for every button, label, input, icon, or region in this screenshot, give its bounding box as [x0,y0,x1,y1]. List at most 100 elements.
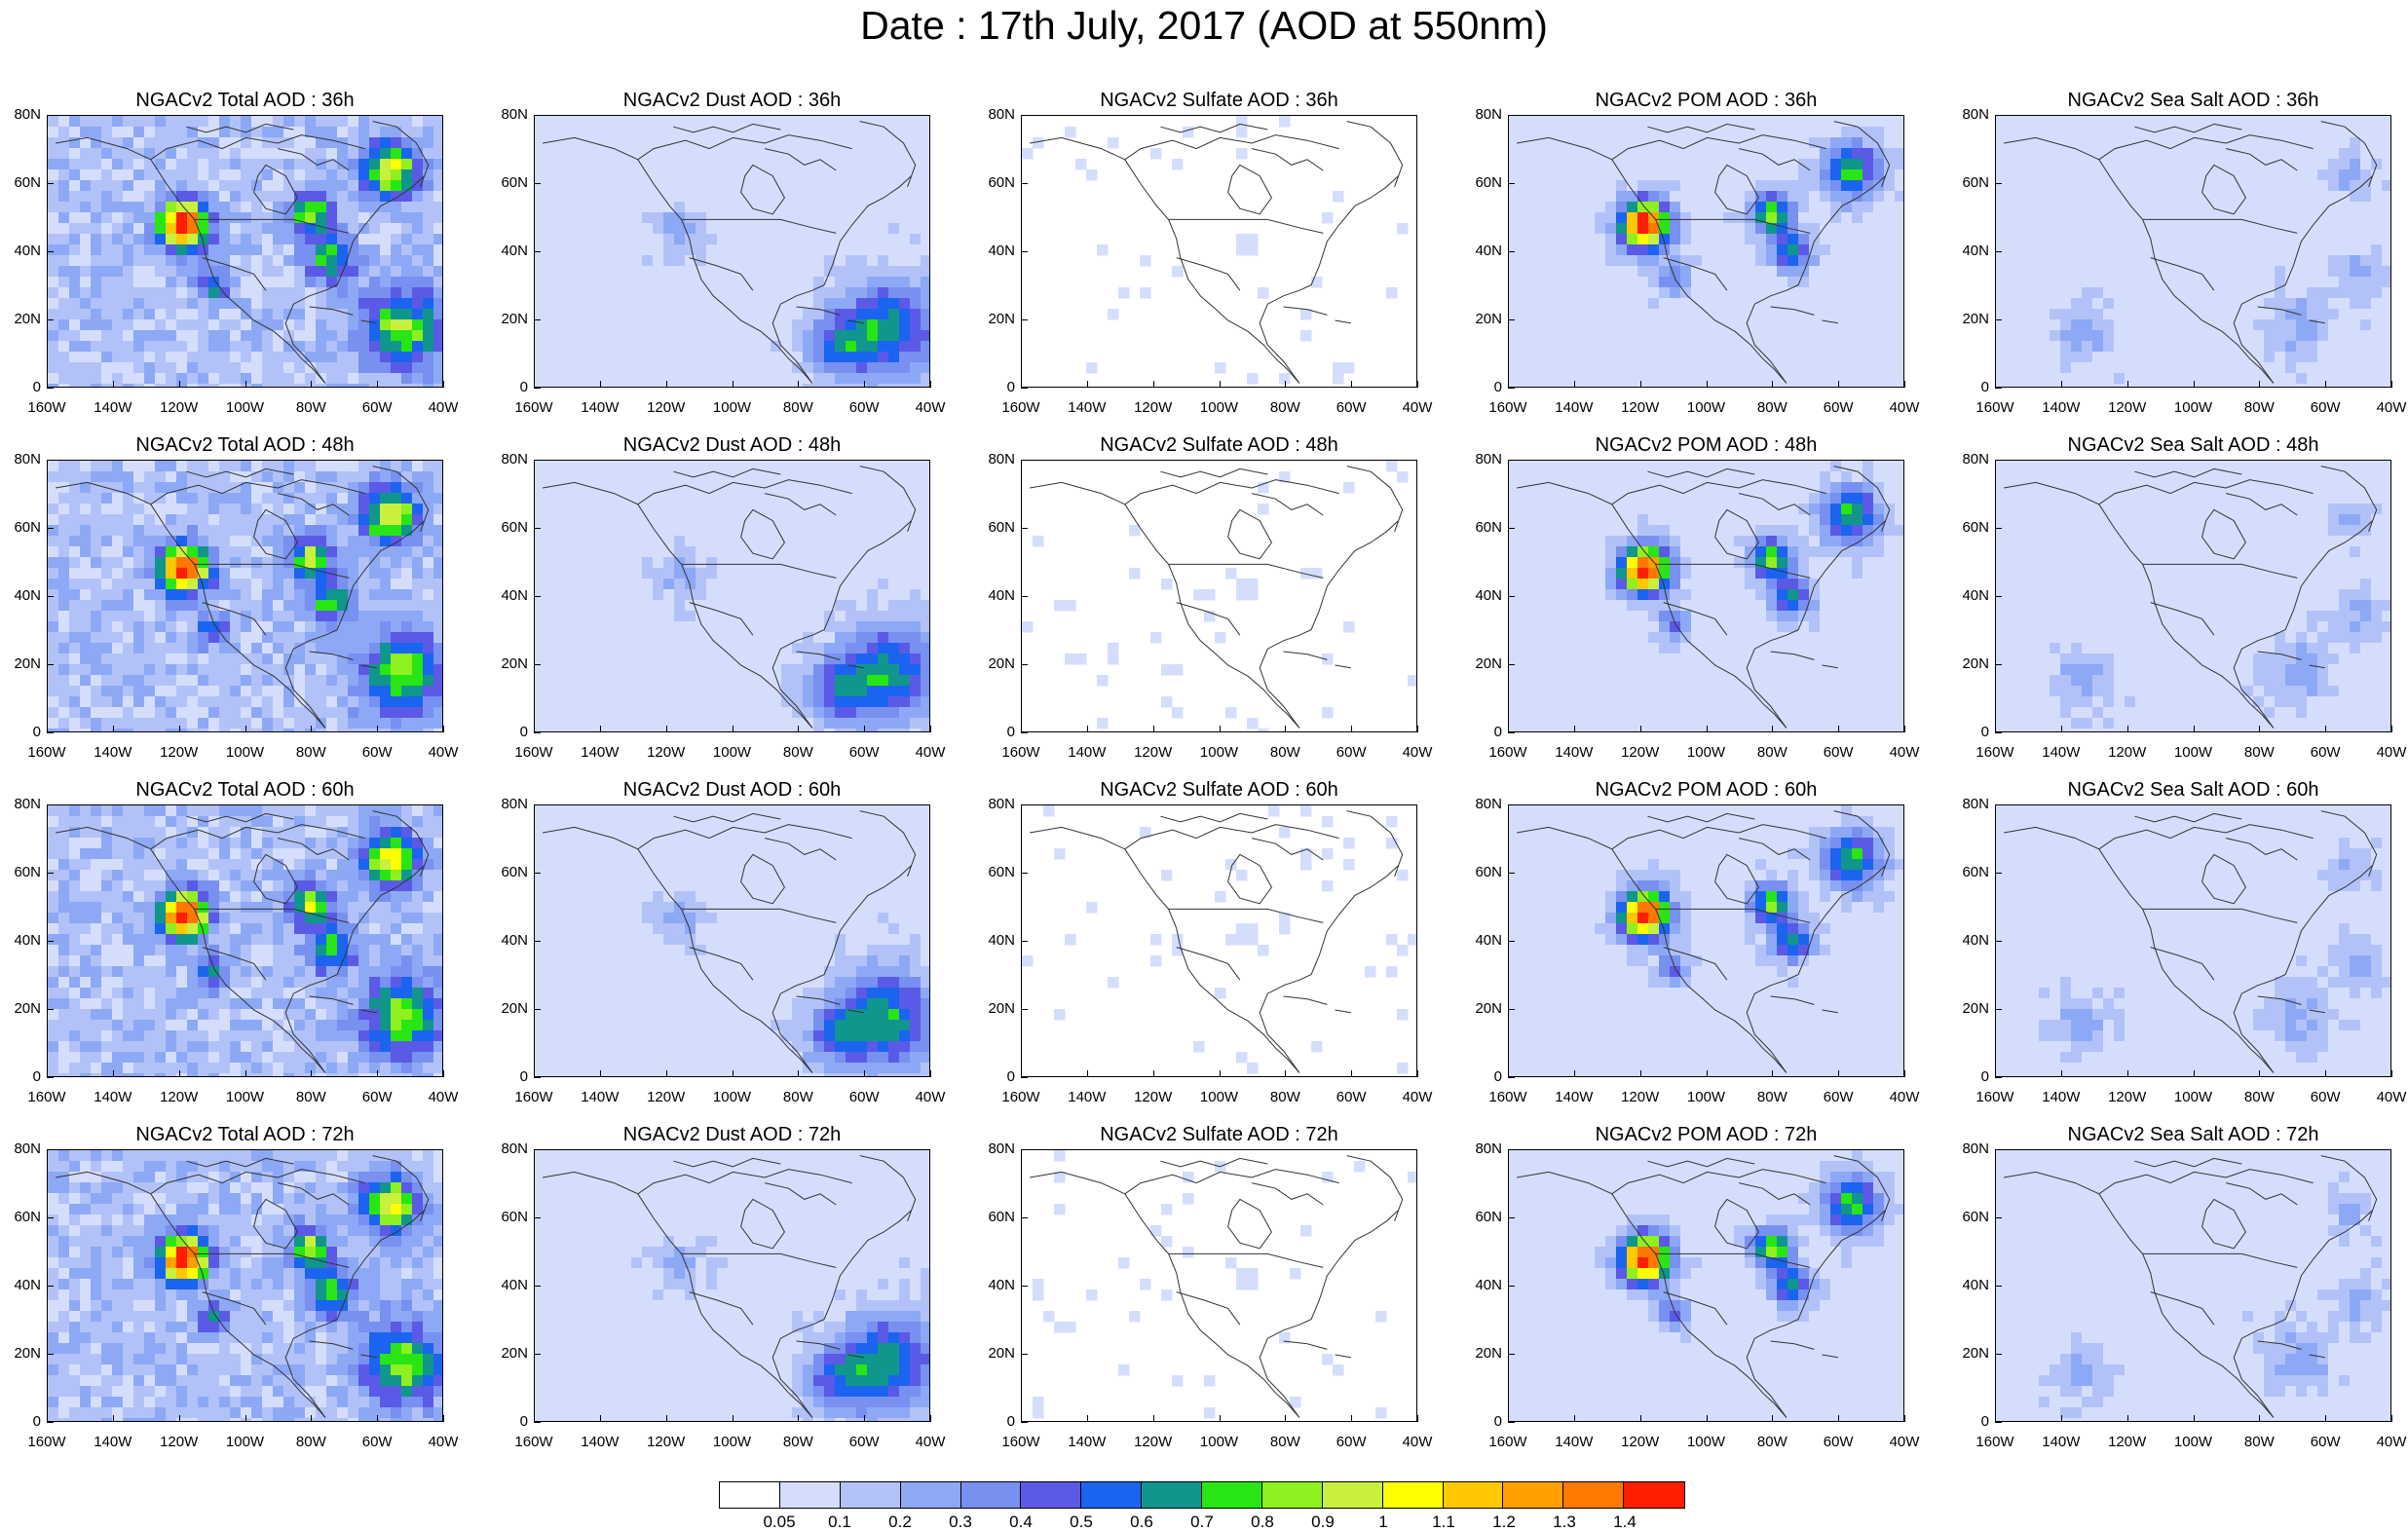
lon-label: 160W [505,399,563,416]
colorbar-label: 0.4 [992,1513,1050,1532]
lat-label: 0 [1463,379,1502,395]
lat-label: 40N [489,587,528,604]
lon-label: 160W [1479,1434,1537,1450]
lon-label: 60W [2296,1434,2354,1450]
lat-label: 40N [1950,243,1989,259]
lon-label: 120W [2098,1434,2157,1450]
lon-tick [311,1070,312,1077]
panel-title: NGACv2 Total AOD : 36h [47,90,443,112]
lon-tick [930,381,931,388]
aod-map [1021,1149,1417,1422]
aod-field [48,116,443,388]
lon-label: 160W [18,744,76,761]
lon-label: 40W [414,399,472,416]
aod-field [48,805,443,1077]
lon-label: 60W [2296,744,2354,761]
lon-tick [1508,1415,1509,1422]
lon-tick [1640,1070,1641,1077]
lon-label: 120W [637,1089,696,1105]
lon-tick [1021,726,1022,732]
lat-tick [1508,183,1515,184]
lon-tick [1285,1070,1286,1077]
lat-label: 20N [2,1345,41,1362]
aod-field [1022,805,1417,1077]
panel-title: NGACv2 Total AOD : 60h [47,779,443,802]
lat-label: 0 [976,1413,1015,1430]
lon-label: 100W [216,399,275,416]
lat-label: 20N [1950,1000,1989,1017]
lon-label: 140W [571,744,629,761]
lon-tick [1021,381,1022,388]
lon-label: 40W [1875,1434,1934,1450]
aod-shading [1996,1150,2391,1422]
lat-label: 0 [1950,1068,1989,1085]
lon-tick [1285,381,1286,388]
lon-label: 140W [2032,399,2090,416]
lon-label: 60W [1809,399,1867,416]
lon-label: 100W [2164,1434,2223,1450]
aod-field [1996,1150,2391,1422]
lat-tick [1508,1077,1515,1078]
lon-tick [1707,1070,1708,1077]
lon-label: 140W [84,1434,142,1450]
lat-tick [1021,804,1028,805]
lat-tick [534,732,541,733]
lon-label: 100W [2164,744,2223,761]
lon-label: 100W [1677,399,1736,416]
lat-label: 60N [1950,519,1989,536]
colorbar-swatch [1563,1482,1624,1508]
lat-tick [534,941,541,942]
lon-tick [2061,1070,2062,1077]
page-title: Date : 17th July, 2017 (AOD at 550nm) [0,2,2408,49]
lat-tick [1508,1422,1515,1423]
lat-tick [534,1077,541,1078]
lon-label: 80W [1256,1434,1314,1450]
aod-shading [1996,805,2391,1077]
lat-label: 40N [1950,1277,1989,1293]
panel-title: NGACv2 Sulfate AOD : 60h [1021,779,1417,802]
lat-label: 40N [489,932,528,949]
lon-tick [1574,726,1575,732]
lon-tick [2391,1415,2392,1422]
colorbar-swatch [1142,1482,1202,1508]
lat-label: 0 [2,724,41,740]
lon-label: 80W [769,744,827,761]
lat-label: 0 [1950,1413,1989,1430]
lat-label: 60N [1463,174,1502,191]
lon-label: 120W [637,744,696,761]
lon-tick [1640,726,1641,732]
lon-tick [1220,1070,1221,1077]
colorbar-label: 1 [1354,1513,1412,1532]
lon-tick [534,381,535,388]
lat-label: 80N [2,106,41,123]
aod-map [1995,115,2391,388]
lat-label: 20N [976,655,1015,672]
lon-label: 80W [1743,744,1801,761]
lat-tick [47,732,54,733]
lat-tick [1021,941,1028,942]
lat-tick [1508,460,1515,461]
lat-tick [47,1354,54,1355]
lat-tick [47,115,54,116]
panel-title: NGACv2 Sulfate AOD : 72h [1021,1124,1417,1146]
lat-label: 0 [2,379,41,395]
lon-label: 40W [1388,1434,1447,1450]
lon-tick [1707,726,1708,732]
lon-label: 140W [1545,744,1603,761]
aod-shading [1509,461,1904,732]
aod-shading [48,116,443,388]
lat-label: 20N [2,311,41,327]
lat-label: 20N [1463,1000,1502,1017]
coastline [1336,320,1351,323]
lat-label: 20N [2,1000,41,1017]
aod-map [1508,460,1904,732]
lat-tick [1995,873,2002,874]
colorbar-swatch [1444,1482,1504,1508]
lon-tick [733,726,734,732]
colorbar-swatch [780,1482,841,1508]
lat-label: 20N [1950,1345,1989,1362]
lat-label: 80N [489,451,528,467]
lat-label: 80N [489,106,528,123]
aod-field [1022,116,1417,388]
lat-tick [47,1009,54,1010]
